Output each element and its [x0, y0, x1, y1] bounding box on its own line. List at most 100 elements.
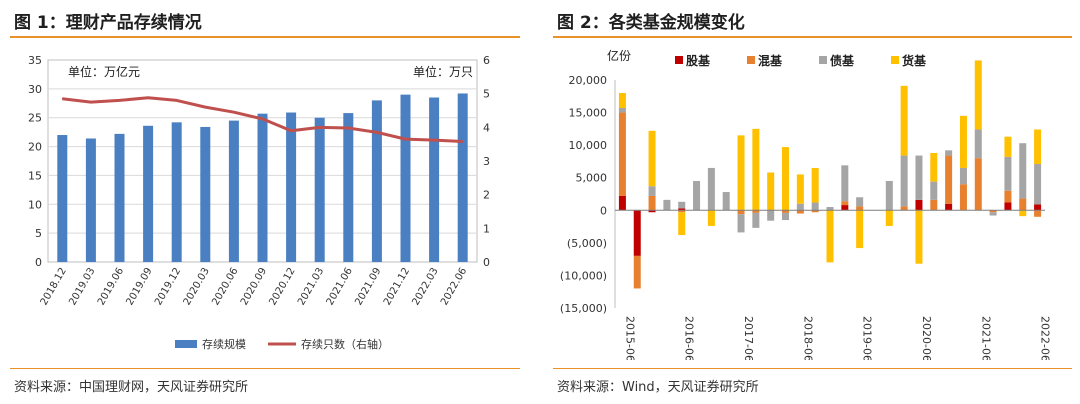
x-tick-label: 2019.03: [67, 266, 97, 307]
bar-segment-货基: [900, 85, 908, 156]
bar-storage-scale: [85, 138, 96, 262]
bar-segment-债基: [974, 129, 982, 159]
legend-swatch: [819, 56, 827, 64]
title-underline: [553, 36, 1072, 38]
bar-segment-债基: [1019, 143, 1027, 199]
line-point: [90, 101, 92, 103]
x-tick-label: 2020.06: [210, 266, 240, 307]
bar-segment-股基: [841, 205, 849, 211]
bar-segment-债基: [737, 214, 745, 233]
bar-segment-货基: [885, 210, 893, 226]
x-tick-label: 2022.06: [439, 266, 469, 307]
title-underline: [10, 36, 520, 38]
bar-storage-scale: [343, 113, 354, 263]
legend-line-label: 存续只数（右轴）: [301, 337, 389, 351]
bar-segment-货基: [915, 210, 923, 264]
bar-segment-混基: [737, 210, 745, 215]
figure-2-source: 资料来源：Wind，天风证券研究所: [557, 380, 759, 395]
bar-segment-混基: [959, 184, 967, 211]
y-tick-label: 0: [600, 204, 607, 217]
x-tick-label: 2021.06: [325, 266, 355, 307]
line-point: [462, 140, 464, 142]
line-point: [433, 139, 435, 141]
bar-segment-货基: [1004, 136, 1012, 157]
fund-size-change-chart: 亿份 股基 混基 债基 货基 (15,000) (10,000) (5,000) 0 5,000 1…: [560, 48, 1052, 360]
figure-1-source: 资料来源：中国理财网，天风证券研究所: [14, 380, 249, 395]
y-left-tick-label: 35: [28, 54, 42, 67]
bar-storage-scale: [314, 117, 325, 262]
y-right-tick-label: 3: [483, 155, 490, 168]
x-tick-label: 2019.09: [124, 266, 154, 307]
bar-storage-scale: [171, 122, 182, 263]
legend-bar-swatch: [175, 340, 197, 348]
x-tick-label: 2021-06: [979, 316, 992, 360]
line-point: [204, 106, 206, 108]
bar-segment-债基: [752, 212, 760, 228]
legend-swatch: [891, 56, 899, 64]
line-point: [147, 97, 149, 99]
bar-segment-债基: [945, 150, 953, 156]
bar-segment-债基: [930, 181, 938, 200]
bar-segment-混基: [648, 195, 656, 211]
x-tick-label: 2021.12: [382, 266, 412, 307]
y-left-tick-label: 10: [28, 198, 42, 211]
legend-swatch: [747, 56, 755, 64]
y-left-tick-label: 0: [35, 256, 42, 269]
y-right-tick-label: 2: [483, 189, 490, 202]
bar-segment-债基: [648, 186, 656, 196]
x-tick-label: 2016-06: [683, 316, 696, 360]
bar-storage-scale: [429, 97, 440, 262]
line-point: [319, 126, 321, 128]
bar-segment-货基: [782, 147, 790, 211]
bar-segment-货基: [974, 60, 982, 130]
y-right-tick-label: 5: [483, 88, 490, 101]
bar-segment-货基: [678, 212, 686, 236]
legend-label: 债基: [830, 53, 855, 68]
x-tick-label: 2019-06: [861, 316, 874, 360]
unit-right-label: 单位：万只: [413, 64, 473, 79]
bar-segment-混基: [782, 210, 790, 213]
bar-segment-混基: [856, 206, 864, 211]
right-figure-panel: 图 2：各类基金规模变化 亿份 股基 混基 债基 货基 (15,000) (10,000) (…: [545, 0, 1080, 404]
bar-segment-债基: [707, 167, 715, 211]
bar-segment-货基: [707, 210, 715, 226]
y-tick-label: 10,000: [569, 139, 608, 152]
legend-swatch: [675, 56, 683, 64]
bar-segment-混基: [811, 210, 819, 213]
bar-segment-货基: [1019, 210, 1027, 217]
bar-segment-债基: [796, 203, 804, 211]
bar-segment-混基: [1019, 198, 1027, 211]
x-tick-label: 2020.03: [182, 266, 212, 307]
bar-segment-债基: [1034, 164, 1042, 205]
x-tick-label: 2018-06: [801, 316, 814, 360]
bar-segment-货基: [796, 174, 804, 204]
bar-segment-货基: [737, 135, 745, 211]
y-tick-label: 20,000: [569, 74, 608, 87]
bar-segment-债基: [989, 212, 997, 216]
bar-segment-货基: [618, 93, 626, 109]
bar-segment-货基: [648, 130, 656, 187]
x-tick-label: 2022-06: [1039, 316, 1052, 360]
source-divider: [10, 368, 520, 369]
bar-segment-混基: [633, 255, 641, 289]
bar-segment-货基: [811, 167, 819, 203]
x-tick-label: 2015-06: [623, 316, 636, 360]
y-right-tick-label: 1: [483, 222, 490, 235]
bar-storage-scale: [257, 113, 268, 262]
bar-segment-债基: [885, 180, 893, 211]
y-left-tick-label: 30: [28, 83, 42, 96]
legend-label: 股基: [686, 53, 711, 68]
bar-storage-scale: [143, 125, 154, 263]
bar-segment-股基: [678, 208, 686, 211]
bar-segment-混基: [796, 210, 804, 214]
unit-left-label: 单位：万亿元: [68, 64, 140, 79]
line-point: [376, 131, 378, 133]
bar-storage-scale: [286, 112, 297, 263]
bar-segment-债基: [900, 155, 908, 207]
x-tick-label: 2017-06: [742, 316, 755, 360]
figure-1-title: 图 1：理财产品存续情况: [14, 13, 202, 33]
x-tick-label: 2022.03: [410, 266, 440, 307]
bar-segment-债基: [841, 165, 849, 202]
bar-segment-股基: [618, 195, 626, 211]
bar-segment-股基: [915, 199, 923, 211]
